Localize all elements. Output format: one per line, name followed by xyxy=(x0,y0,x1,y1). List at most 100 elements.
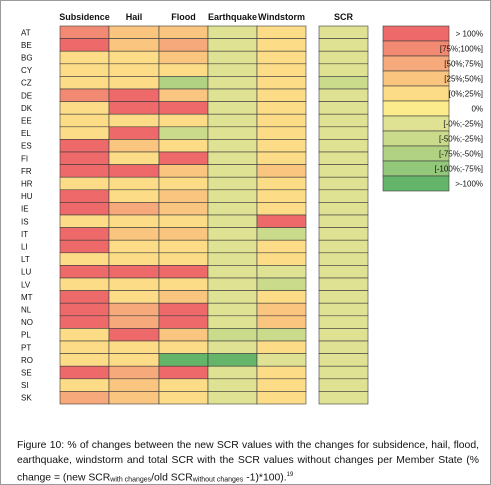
heatmap-cell-at-flood xyxy=(158,25,209,39)
heatmap-cell-at-hail xyxy=(108,25,160,39)
column-header-hail: Hail xyxy=(126,12,143,22)
column-header-subsidence: Subsidence xyxy=(59,12,110,22)
row-label-ie: IE xyxy=(21,205,29,214)
heatmap-cell-hr-subsidence xyxy=(59,176,110,191)
legend-swatch-zero xyxy=(382,100,450,117)
heatmap-cell-sk-subsidence xyxy=(59,391,110,405)
heatmap-cell-se-hail xyxy=(108,365,160,380)
legend-label-25_50: [25%;50%] xyxy=(444,75,483,84)
caption-text-3: -1)*100). xyxy=(243,472,287,484)
heatmap-cell-ie-earthquake xyxy=(207,202,258,216)
scr-cell-pl xyxy=(318,328,369,342)
scr-cell-no xyxy=(318,315,369,329)
heatmap-cell-li-subsidence xyxy=(59,239,110,254)
heatmap-cell-cz-hail xyxy=(108,76,160,90)
heatmap-cell-it-subsidence xyxy=(59,227,110,241)
legend-label-75_100: [75%;100%] xyxy=(440,45,483,54)
scr-cell-it xyxy=(318,227,369,241)
heatmap-cell-ee-hail xyxy=(108,113,160,128)
heatmap-cell-si-subsidence xyxy=(59,378,110,392)
heatmap-cell-lt-subsidence xyxy=(59,252,110,266)
heatmap-cell-bg-hail xyxy=(108,50,160,65)
heatmap-cell-be-flood xyxy=(158,38,209,52)
row-label-fr: FR xyxy=(21,167,32,176)
heatmap-cell-at-windstorm xyxy=(256,25,307,39)
heatmap-cell-lt-earthquake xyxy=(207,252,258,266)
legend-swatch-gt100 xyxy=(382,25,450,42)
column-header-earthquake: Earthquake xyxy=(208,12,257,22)
legend-label-0_25: [0%;25%] xyxy=(449,90,483,99)
heatmap-cell-cz-windstorm xyxy=(256,76,307,90)
heatmap-cell-hu-earthquake xyxy=(207,189,258,203)
row-label-nl: NL xyxy=(21,306,32,315)
heatmap-cell-li-flood xyxy=(158,239,209,254)
heatmap-cell-de-subsidence xyxy=(59,88,110,102)
scr-cell-se xyxy=(318,365,369,380)
heatmap-cell-el-hail xyxy=(108,126,160,140)
legend-swatch-0_25 xyxy=(382,85,450,102)
row-label-mt: MT xyxy=(21,293,33,302)
scr-cell-be xyxy=(318,38,369,52)
row-label-ee: EE xyxy=(21,117,32,126)
heatmap-cell-pt-flood xyxy=(158,340,209,354)
heatmap-cell-hr-flood xyxy=(158,176,209,191)
heatmap-cell-fi-hail xyxy=(108,151,160,165)
heatmap-cell-pl-earthquake xyxy=(207,328,258,342)
caption-footnote: 19 xyxy=(286,472,294,478)
heatmap-cell-dk-windstorm xyxy=(256,101,307,115)
heatmap-cell-fr-windstorm xyxy=(256,164,307,178)
row-label-de: DE xyxy=(21,91,32,100)
scr-cell-lv xyxy=(318,277,369,291)
heatmap-cell-nl-hail xyxy=(108,302,160,317)
legend-label-m75_m100: [-100%;-75%] xyxy=(435,165,483,174)
heatmap-cell-is-windstorm xyxy=(256,214,307,228)
heatmap-cell-bg-earthquake xyxy=(207,50,258,65)
legend-label-m50_m75: [-75%;-50%] xyxy=(439,150,483,159)
heatmap-cell-ee-windstorm xyxy=(256,113,307,128)
heatmap-cell-fr-earthquake xyxy=(207,164,258,178)
row-label-si: SI xyxy=(21,381,29,390)
heatmap-cell-no-flood xyxy=(158,315,209,329)
scr-cell-de xyxy=(318,88,369,102)
scr-cell-es xyxy=(318,139,369,153)
heatmap-cell-lu-earthquake xyxy=(207,265,258,279)
heatmap-cell-dk-flood xyxy=(158,101,209,115)
heatmap-cell-cz-earthquake xyxy=(207,76,258,90)
row-label-be: BE xyxy=(21,41,32,50)
heatmap-cell-fi-subsidence xyxy=(59,151,110,165)
caption-text-1: Figure 10: % of changes between the new … xyxy=(17,440,479,484)
scr-cell-hr xyxy=(318,176,369,191)
row-label-at: AT xyxy=(21,28,31,37)
legend-label-zero: 0% xyxy=(471,105,483,114)
heatmap-cell-ee-subsidence xyxy=(59,113,110,128)
heatmap-cell-pt-earthquake xyxy=(207,340,258,354)
row-label-it: IT xyxy=(21,230,28,239)
legend-swatch-25_50 xyxy=(382,70,450,87)
row-label-li: LI xyxy=(21,243,28,252)
heatmap-cell-cz-subsidence xyxy=(59,76,110,90)
scr-cell-dk xyxy=(318,101,369,115)
row-label-dk: DK xyxy=(21,104,33,113)
heatmap-cell-cy-subsidence xyxy=(59,63,110,77)
heatmap-cell-nl-subsidence xyxy=(59,302,110,317)
heatmap-cell-ro-subsidence xyxy=(59,353,110,367)
scr-cell-nl xyxy=(318,302,369,317)
scr-cell-pt xyxy=(318,340,369,354)
row-label-es: ES xyxy=(21,142,32,151)
scr-cell-cy xyxy=(318,63,369,77)
heatmap-cell-is-earthquake xyxy=(207,214,258,228)
column-header-flood: Flood xyxy=(171,12,196,22)
heatmap-cell-be-windstorm xyxy=(256,38,307,52)
heatmap-cell-sk-flood xyxy=(158,391,209,405)
row-label-se: SE xyxy=(21,369,32,378)
heatmap-cell-fr-hail xyxy=(108,164,160,178)
heatmap-cell-el-flood xyxy=(158,126,209,140)
legend-swatch-m0_m25 xyxy=(382,115,450,132)
heatmap-cell-bg-flood xyxy=(158,50,209,65)
heatmap-cell-ro-windstorm xyxy=(256,353,307,367)
heatmap-cell-si-flood xyxy=(158,378,209,392)
scr-cell-fi xyxy=(318,151,369,165)
row-label-is: IS xyxy=(21,217,29,226)
heatmap-cell-hu-windstorm xyxy=(256,189,307,203)
heatmap-cell-ro-hail xyxy=(108,353,160,367)
